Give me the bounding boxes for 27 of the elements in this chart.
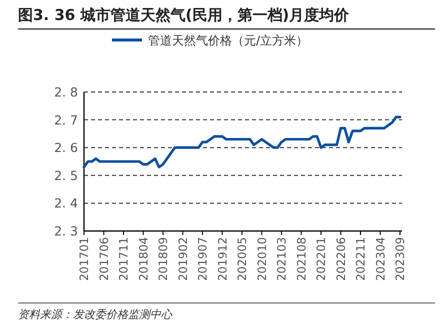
x-tick-label: 202108 — [294, 237, 308, 281]
x-tick-label: 201907 — [196, 237, 210, 281]
y-tick-label: 2. 8 — [54, 84, 78, 100]
x-tick-label: 202211 — [354, 237, 368, 281]
x-tick-label: 201706 — [96, 237, 111, 281]
legend-label: 管道天然气价格（元/立方米） — [148, 34, 308, 48]
x-tick-label: 202005 — [235, 237, 249, 281]
chart-title: 图3. 36 城市管道天然气(民用，第一档)月度均价 — [18, 6, 350, 24]
y-tick-label: 2. 4 — [54, 196, 78, 211]
x-tick-label: 201902 — [176, 237, 190, 281]
x-tick-label: 201912 — [215, 237, 230, 281]
x-tick-label: 202103 — [274, 237, 288, 281]
x-tick-label: 202304 — [373, 237, 388, 281]
x-tick-label: 202010 — [254, 237, 269, 281]
x-tick-label: 202201 — [314, 237, 328, 281]
x-tick-label: 201711 — [116, 237, 130, 281]
line-series — [82, 116, 402, 168]
x-tick-label: 201809 — [156, 237, 170, 281]
x-tick-label: 201804 — [136, 237, 150, 281]
y-tick-label: 2. 3 — [54, 224, 78, 238]
text: 资料来源：发改委价格监测中心 — [18, 308, 173, 321]
y-tick-label: 2. 6 — [54, 140, 78, 156]
x-tick-label: 201701 — [77, 237, 91, 281]
y-tick-label: 2. 7 — [54, 112, 78, 128]
x-tick-label: 202309 — [393, 237, 407, 281]
y-tick-label: 2. 5 — [54, 168, 78, 183]
x-tick-label: 202206 — [334, 237, 348, 281]
